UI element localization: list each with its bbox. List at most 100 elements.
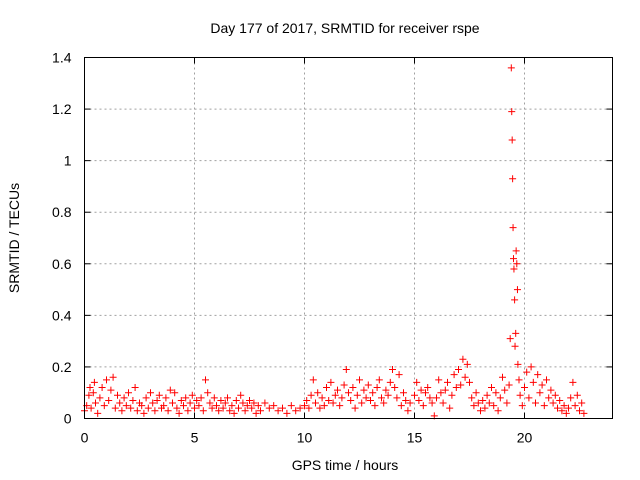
data-point	[94, 409, 102, 417]
data-point	[554, 404, 561, 412]
data-point	[314, 389, 322, 397]
data-point	[125, 389, 132, 397]
data-point	[485, 399, 493, 407]
data-point	[243, 402, 251, 410]
data-point	[571, 402, 579, 410]
data-point	[468, 394, 476, 402]
data-point	[320, 402, 328, 410]
data-point	[122, 402, 130, 410]
data-point	[254, 402, 262, 410]
data-point	[87, 404, 95, 412]
axis-ticks: 0 0.2 0.4 0.6 0.8 1 1.2 1.4 0 5 10 15 20	[52, 50, 613, 446]
data-point	[217, 396, 225, 404]
data-point	[540, 402, 548, 410]
data-point	[221, 399, 229, 407]
data-point	[362, 394, 370, 402]
data-point	[235, 404, 242, 412]
data-point	[373, 384, 381, 392]
data-point	[173, 404, 181, 412]
data-point	[479, 396, 487, 404]
data-point	[283, 409, 291, 417]
data-point	[450, 371, 458, 379]
data-point	[509, 175, 517, 183]
data-point	[241, 407, 249, 415]
y-axis-label: SRMTID / TECUs	[6, 183, 22, 293]
data-point	[307, 391, 315, 399]
data-point	[417, 386, 425, 394]
data-point	[114, 391, 121, 399]
data-point	[345, 389, 352, 397]
data-point	[525, 394, 533, 402]
data-point	[419, 402, 427, 410]
data-point	[360, 386, 368, 394]
data-point	[175, 409, 183, 417]
data-point	[515, 376, 523, 384]
data-point	[197, 394, 205, 402]
data-point	[483, 391, 491, 399]
data-point	[474, 399, 482, 407]
data-point	[230, 409, 238, 417]
data-point	[109, 373, 117, 381]
data-point	[147, 389, 154, 397]
data-points	[81, 64, 588, 420]
data-point	[219, 404, 227, 412]
data-point	[404, 407, 412, 415]
data-point	[327, 378, 335, 386]
data-point	[521, 384, 528, 392]
data-point	[567, 394, 575, 402]
data-point	[296, 404, 304, 412]
data-point	[509, 224, 517, 232]
data-point	[510, 265, 518, 273]
data-point	[422, 389, 429, 397]
data-point	[142, 394, 150, 402]
data-point	[426, 394, 434, 402]
data-point	[492, 389, 500, 397]
data-point	[356, 376, 363, 384]
data-point	[576, 407, 583, 415]
data-point	[437, 389, 445, 397]
data-point	[514, 360, 522, 368]
data-point	[532, 399, 539, 407]
y-tick-label: 0.2	[52, 359, 72, 375]
data-point	[494, 407, 502, 415]
data-point	[107, 386, 115, 394]
data-point	[237, 391, 245, 399]
data-point	[153, 396, 161, 404]
data-point	[177, 396, 185, 404]
data-point	[452, 384, 460, 392]
data-point	[120, 394, 128, 402]
data-point	[448, 391, 456, 399]
y-tick-label: 0.4	[52, 307, 72, 323]
data-point	[160, 402, 168, 410]
plot-frame	[84, 57, 613, 419]
data-point	[138, 402, 146, 410]
data-point	[228, 402, 236, 410]
data-point	[325, 396, 333, 404]
data-point	[512, 329, 520, 337]
data-point	[578, 399, 586, 407]
data-point	[371, 402, 379, 410]
data-point	[545, 394, 553, 402]
data-point	[428, 399, 436, 407]
data-point	[226, 407, 234, 415]
data-point	[472, 389, 480, 397]
data-point	[518, 402, 526, 410]
data-point	[312, 399, 319, 407]
data-point	[250, 399, 258, 407]
data-point	[415, 396, 423, 404]
data-point	[506, 335, 514, 343]
data-point	[441, 386, 449, 394]
x-tick-label: 5	[191, 430, 199, 446]
data-point	[569, 378, 577, 386]
data-point	[397, 402, 405, 410]
data-point	[191, 404, 198, 412]
data-point	[309, 376, 317, 384]
data-point	[367, 396, 374, 404]
data-point	[329, 399, 337, 407]
data-point	[382, 386, 390, 394]
data-point	[164, 407, 172, 415]
x-tick-label: 20	[517, 430, 533, 446]
data-point	[400, 389, 407, 397]
data-point	[204, 389, 212, 397]
